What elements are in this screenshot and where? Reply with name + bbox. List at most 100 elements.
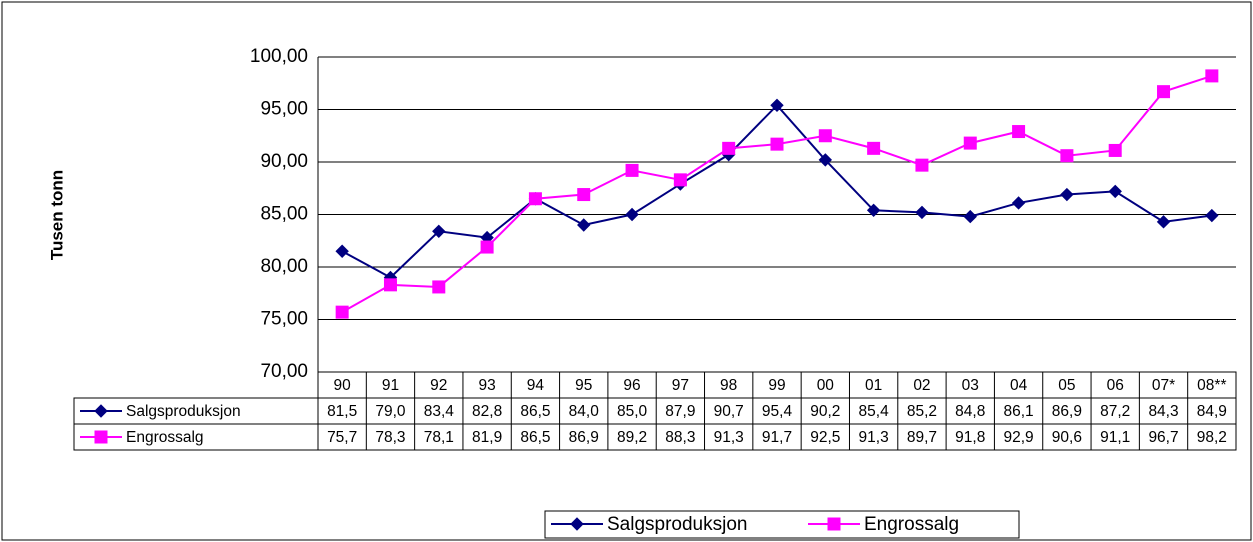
table-value: 85,2 [907,403,937,420]
table-value: 78,3 [375,429,405,446]
marker [577,218,591,232]
marker [94,404,108,418]
marker [625,207,639,222]
x-tick-label: 96 [623,377,640,394]
table-value: 90,7 [714,403,744,420]
x-tick-label: 99 [768,377,785,394]
x-tick-label: 98 [720,377,737,394]
table-value: 91,3 [714,429,744,446]
marker [1205,208,1219,223]
x-tick-label: 01 [865,377,882,394]
y-tick-label: 90,00 [260,151,308,172]
x-tick-label: 94 [527,377,545,394]
x-tick-label: 06 [1107,377,1124,394]
marker [1011,196,1026,210]
y-tick-label: 95,00 [260,99,308,120]
marker [1157,85,1171,99]
marker [1060,149,1074,163]
marker [818,129,832,143]
legend-label: Engrossalg [864,514,959,535]
table-value: 91,3 [859,429,889,446]
marker [722,141,736,155]
marker [480,240,494,254]
y-tick-label: 100,00 [250,46,308,67]
x-tick-label: 05 [1058,377,1075,394]
x-tick-label: 92 [430,377,447,394]
table-value: 90,2 [810,403,840,420]
table-value: 84,0 [569,403,600,420]
marker [770,98,784,113]
marker [335,244,349,258]
marker [1060,187,1074,202]
table-value: 84,3 [1148,403,1178,420]
table-value: 86,5 [520,429,550,446]
table-value: 90,6 [1052,429,1082,446]
marker [94,430,108,444]
x-tick-label: 04 [1010,377,1028,394]
table-value: 98,2 [1197,429,1227,446]
table-value: 89,7 [907,429,937,446]
table-value: 92,5 [810,429,840,446]
table-value: 92,9 [1003,429,1033,446]
table-value: 81,9 [472,429,502,446]
table-value: 96,7 [1148,429,1178,446]
table-value: 84,9 [1197,403,1227,420]
marker [577,188,591,202]
table-value: 78,1 [424,429,454,446]
table-value: 91,1 [1100,429,1130,446]
y-tick-label: 85,00 [260,204,308,225]
marker [915,205,929,220]
x-tick-label: 95 [575,377,592,394]
y-axis-title: Tusen tonn [47,170,66,260]
table-value: 88,3 [665,429,695,446]
table-row-label: Engrossalg [126,429,204,446]
table-value: 91,7 [762,429,792,446]
legend-label: Salgsproduksjon [607,514,747,535]
x-tick-label: 93 [478,377,495,394]
table-value: 82,8 [472,403,502,420]
x-tick-label: 91 [382,377,399,394]
marker [866,203,881,218]
table-value: 86,9 [1052,403,1082,420]
table-value: 83,4 [424,403,455,420]
table-value: 86,9 [569,429,599,446]
marker [383,278,397,292]
marker [1156,215,1171,229]
x-tick-label: 97 [672,377,689,394]
marker [770,137,784,151]
marker [335,305,349,319]
marker [570,517,584,531]
y-tick-label: 75,00 [260,309,308,330]
table-value: 86,5 [520,403,550,420]
x-tick-label: 02 [913,377,930,394]
y-tick-label: 80,00 [260,256,308,277]
table-value: 79,0 [375,403,406,420]
x-tick-label: 08** [1197,377,1226,394]
marker [963,136,977,150]
table-value: 91,8 [955,429,985,446]
x-tick-label: 07* [1152,377,1175,394]
table-value: 85,0 [617,403,648,420]
table-value: 89,2 [617,429,647,446]
table-value: 87,9 [665,403,695,420]
marker [1108,184,1122,199]
table-value: 87,2 [1100,403,1130,420]
table-value: 75,7 [327,429,357,446]
x-tick-label: 90 [334,377,352,394]
marker [528,192,542,206]
marker [432,224,446,239]
table-value: 86,1 [1003,403,1033,420]
x-tick-label: 03 [962,377,979,394]
marker [673,173,687,187]
table-value: 81,5 [327,403,357,420]
x-tick-label: 00 [817,377,835,394]
marker [1108,143,1122,157]
table-row-label: Salgsproduksjon [126,403,241,420]
marker [432,280,446,294]
y-tick-label: 70,00 [260,361,308,382]
marker [818,153,833,167]
marker [625,163,639,177]
